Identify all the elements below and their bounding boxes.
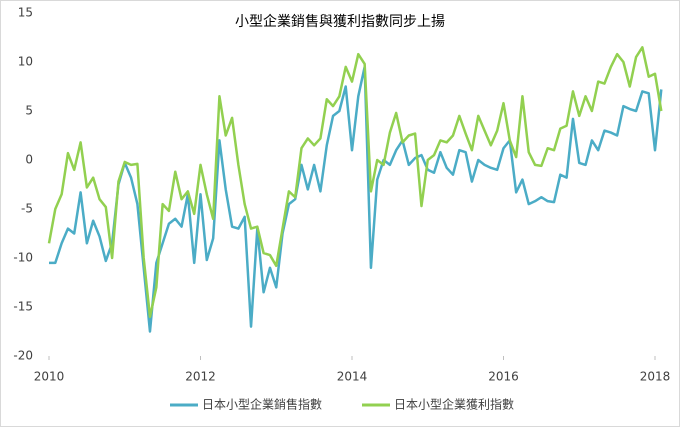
x-tick-label: 2012 (185, 370, 216, 384)
y-tick-label: 5 (25, 104, 33, 118)
series-line (49, 65, 663, 333)
x-tick-label: 2010 (34, 370, 65, 384)
y-tick-label: 10 (18, 55, 33, 69)
y-tick-label: -15 (13, 300, 33, 314)
x-tick-label: 2018 (640, 370, 671, 384)
x-tick-label: 2016 (488, 370, 519, 384)
y-tick-label: 15 (18, 6, 33, 20)
y-tick-label: -20 (13, 349, 33, 363)
legend-label: 日本小型企業銷售指數 (202, 397, 322, 412)
x-tick-label: 2014 (337, 370, 368, 384)
legend-label: 日本小型企業獲利指數 (394, 397, 514, 412)
y-tick-label: 0 (25, 153, 33, 167)
y-tick-label: -10 (13, 251, 33, 265)
chart-title: 小型企業銷售與獲利指數同步上揚 (235, 13, 445, 30)
series-line (47, 46, 663, 319)
y-tick-label: -5 (21, 202, 33, 216)
